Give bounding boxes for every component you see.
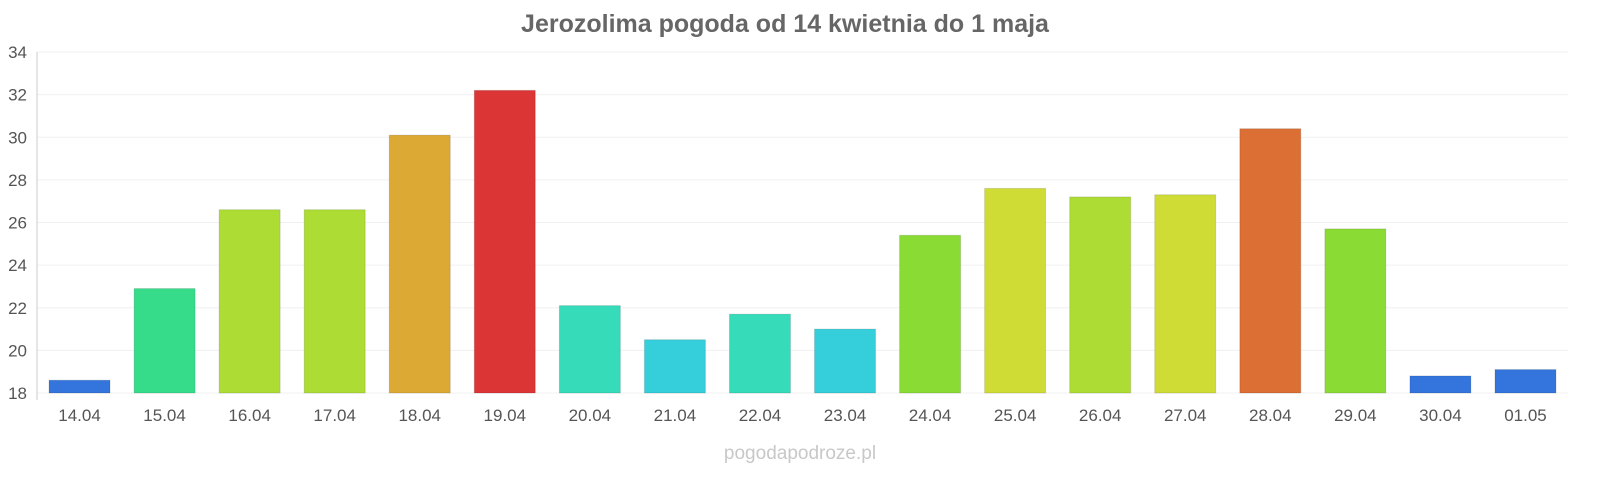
y-tick-label: 28 — [8, 171, 27, 190]
x-tick-label: 19.04 — [484, 406, 527, 425]
bar-29.04 — [1324, 228, 1387, 394]
bar-24.04 — [899, 234, 962, 394]
x-tick-label: 26.04 — [1079, 406, 1122, 425]
x-tick-label: 28.04 — [1249, 406, 1292, 425]
bar-01.05 — [1494, 369, 1557, 394]
bar-14.04 — [48, 379, 111, 394]
bar-28.04 — [1239, 128, 1302, 394]
x-tick-label: 25.04 — [994, 406, 1037, 425]
x-tick-label: 20.04 — [569, 406, 612, 425]
y-tick-label: 22 — [8, 299, 27, 318]
x-tick-label: 15.04 — [143, 406, 186, 425]
x-tick-label: 16.04 — [228, 406, 271, 425]
bar-21.04 — [643, 339, 706, 394]
y-tick-label: 24 — [8, 256, 27, 275]
bar-26.04 — [1069, 196, 1132, 394]
x-tick-label: 17.04 — [313, 406, 356, 425]
x-tick-label: 30.04 — [1419, 406, 1462, 425]
bar-17.04 — [303, 209, 366, 394]
x-tick-label: 21.04 — [654, 406, 697, 425]
y-tick-label: 30 — [8, 128, 27, 147]
y-tick-label: 18 — [8, 384, 27, 403]
x-tick-label: 29.04 — [1334, 406, 1377, 425]
y-tick-label: 32 — [8, 86, 27, 105]
x-tick-label: 24.04 — [909, 406, 952, 425]
bar-18.04 — [388, 134, 451, 394]
bar-20.04 — [558, 305, 621, 394]
bar-27.04 — [1154, 194, 1217, 394]
y-tick-label: 26 — [8, 214, 27, 233]
x-tick-label: 27.04 — [1164, 406, 1207, 425]
x-tick-label: 01.05 — [1504, 406, 1547, 425]
bar-19.04 — [473, 89, 536, 394]
x-tick-label: 22.04 — [739, 406, 782, 425]
bar-15.04 — [133, 288, 196, 394]
bar-22.04 — [728, 313, 791, 394]
bar-23.04 — [814, 328, 877, 394]
x-tick-label: 14.04 — [58, 406, 101, 425]
x-tick-label: 18.04 — [398, 406, 441, 425]
y-tick-label: 34 — [8, 43, 27, 62]
bar-16.04 — [218, 209, 281, 394]
chart-title: Jerozolima pogoda od 14 kwietnia do 1 ma… — [521, 10, 1050, 38]
bar-30.04 — [1409, 375, 1472, 394]
bar-25.04 — [984, 187, 1047, 394]
watermark: pogodapodroze.pl — [724, 443, 876, 464]
y-tick-label: 20 — [8, 341, 27, 360]
x-tick-label: 23.04 — [824, 406, 867, 425]
